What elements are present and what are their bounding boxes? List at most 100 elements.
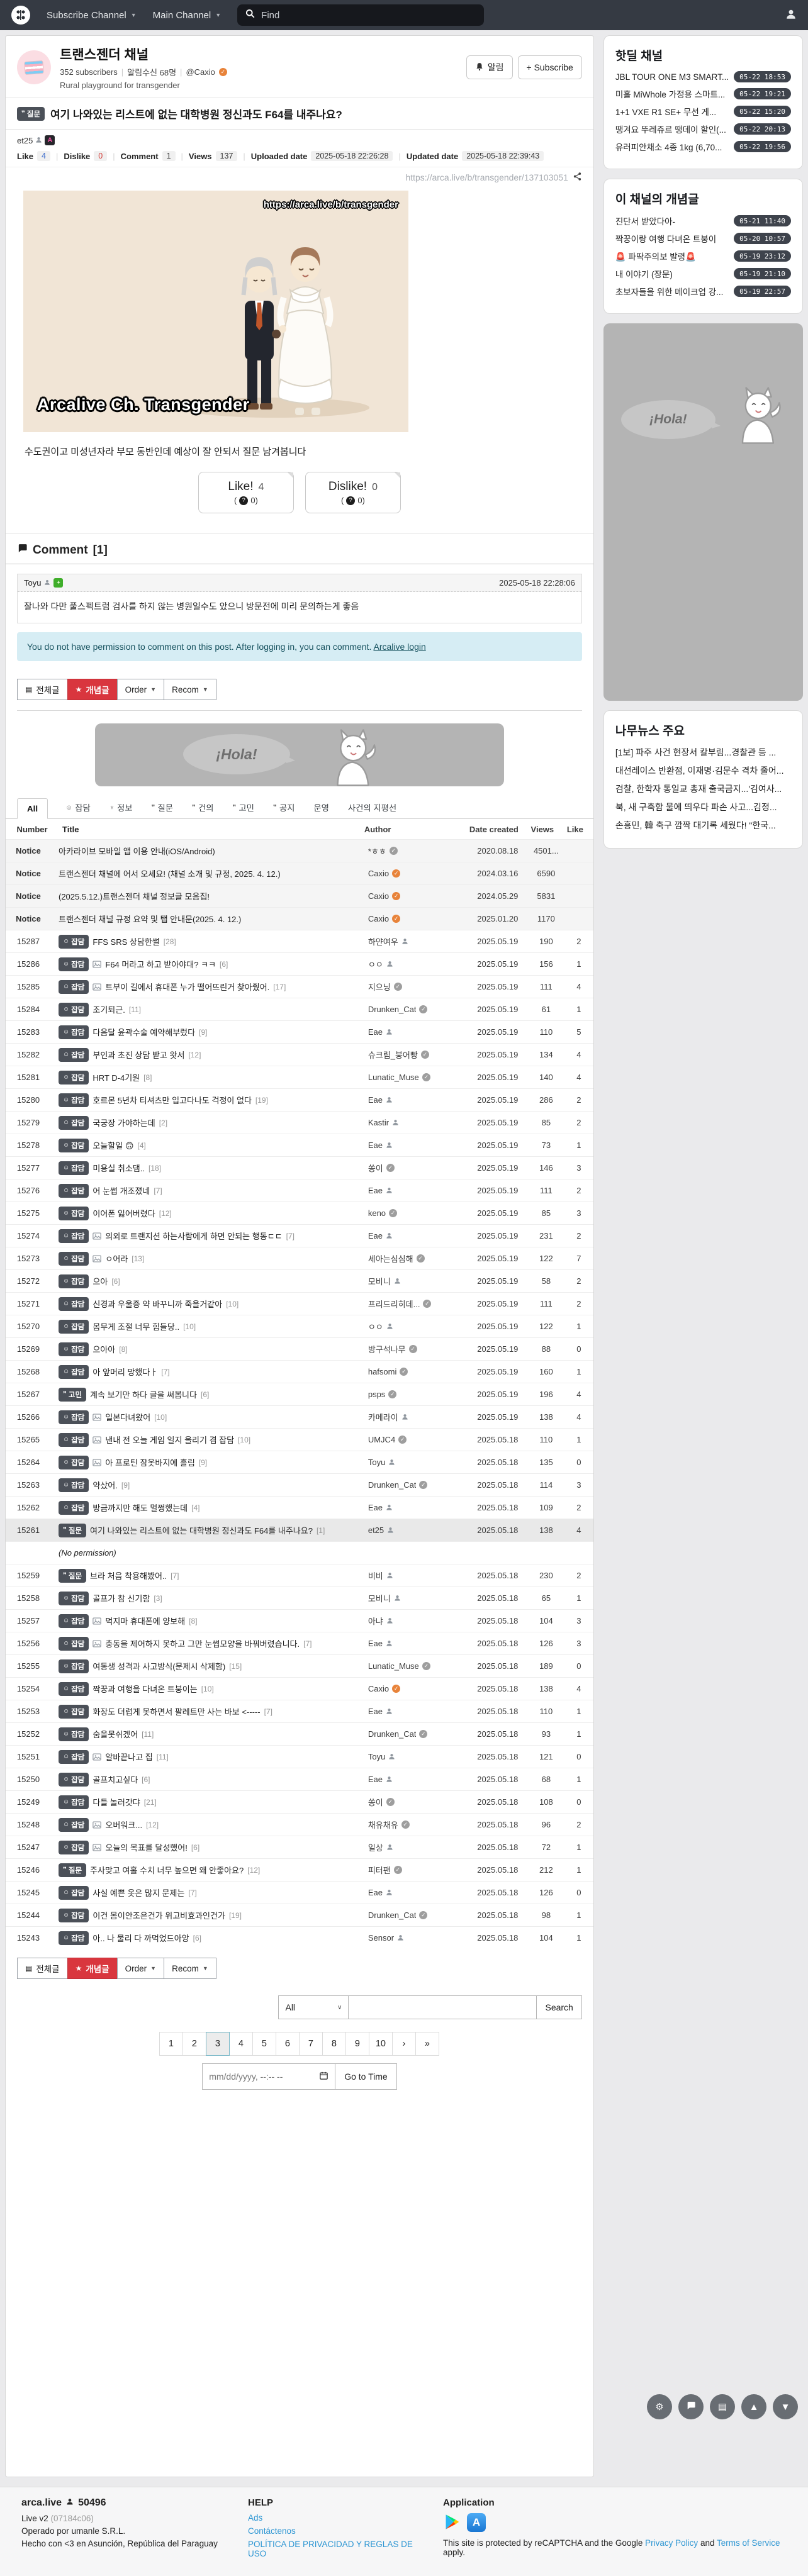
row-author[interactable]: keno ✓	[368, 1208, 468, 1218]
row-author[interactable]: 지으닝 ✓	[368, 981, 468, 993]
table-row[interactable]: 15262 ☺ 잡담 방금까지만 해도 멀쩡했는데 [4] Eae 2025.05.18 10…	[6, 1496, 593, 1519]
hotdeal-item[interactable]: 유러피안채소 4종 1kg (6,70... 05-22 19:56	[615, 140, 791, 153]
row-author[interactable]: Eae	[368, 1639, 468, 1648]
datetime-field[interactable]	[209, 2071, 310, 2082]
table-row[interactable]: 15261 ❞ 질문 여기 나와있는 리스트에 없는 대학병원 정신과도 F64를 내…	[6, 1519, 593, 1541]
search-input[interactable]	[261, 9, 476, 21]
post-author[interactable]: et25 A	[17, 135, 55, 145]
row-title[interactable]: ☺ 잡담 알바끝나고 집 [11]	[51, 1749, 368, 1764]
row-author[interactable]: Toyu	[368, 1458, 468, 1467]
best-post-item[interactable]: 내 이야기 (장문) 05-19 21:10	[615, 267, 791, 280]
row-title[interactable]: ☺ 잡담 아 앞머리 망했다ㅏ [7]	[51, 1364, 368, 1379]
row-author[interactable]: Drunken_Cat ✓	[368, 1480, 468, 1490]
tab-정보[interactable]: ♆ 정보	[108, 796, 134, 818]
row-author[interactable]: 하얀여우	[368, 935, 468, 947]
row-title[interactable]: ❞ 질문 브라 처음 착용해봤어.. [7]	[51, 1568, 368, 1583]
table-row[interactable]: 15281 ☺ 잡담 HRT D-4기원 [8] Lunatic_Muse ✓ 2025.05…	[6, 1066, 593, 1088]
row-title[interactable]: ☺ 잡담 FFS SRS 상담한썰 [28]	[51, 934, 368, 949]
row-title[interactable]: ☺ 잡담 낸내 전 오늘 게임 일지 올리기 겸 잡담 [10]	[51, 1432, 368, 1447]
row-title[interactable]: ☺ 잡담 호르몬 5년차 티셔츠만 입고다나도 걱정이 없다 [19]	[51, 1093, 368, 1107]
calendar-icon[interactable]	[319, 2071, 328, 2082]
row-author[interactable]: Eae	[368, 1707, 468, 1716]
row-author[interactable]: 카메라이	[368, 1411, 468, 1423]
all-posts-button[interactable]: ▤ 전체글	[17, 679, 68, 700]
table-row[interactable]: 15255 ☺ 잡담 여동생 성격과 사고방식(문제시 삭제함) [15] Lunatic…	[6, 1654, 593, 1677]
table-row[interactable]: 15285 ☺ 잡담 트부이 길에서 휴대폰 누가 떨어뜨린거 찾아줬어. [17] 지으…	[6, 975, 593, 998]
channel-title[interactable]: 트랜스젠더 채널	[60, 48, 149, 62]
row-title[interactable]: (2025.5.12.)트랜스젠더 채널 정보글 모음집!	[51, 890, 368, 902]
scroll-bottom-button[interactable]: ▼	[773, 2394, 798, 2419]
like-button[interactable]: Like! 4 (? 0)	[198, 472, 294, 513]
table-row[interactable]: 15280 ☺ 잡담 호르몬 5년차 티셔츠만 입고다나도 걱정이 없다 [19] Eae…	[6, 1088, 593, 1111]
row-title[interactable]: ☺ 잡담 약샀어. [9]	[51, 1478, 368, 1492]
row-author[interactable]: psps ✓	[368, 1390, 468, 1399]
row-title[interactable]: ☺ 잡담 화장도 더럽게 못하면서 팔레트만 사는 바보 <----- [7]	[51, 1704, 368, 1719]
goto-time-button[interactable]: Go to Time	[335, 2063, 397, 2090]
search-filter-select[interactable]: All ∨	[278, 1995, 349, 2019]
app-store-button[interactable]: A	[467, 2513, 486, 2532]
settings-button[interactable]: ⚙	[647, 2394, 672, 2419]
footer-link[interactable]: Ads	[248, 2513, 263, 2523]
row-title[interactable]: ☺ 잡담 몸무게 조절 너무 힘들당.. [10]	[51, 1319, 368, 1334]
page-6[interactable]: 6	[275, 2032, 300, 2056]
row-title[interactable]: ☺ 잡담 의외로 트랜지션 하는사람에게 하면 안되는 행동ㄷㄷ [7]	[51, 1229, 368, 1243]
row-author[interactable]: 쏭이 ✓	[368, 1796, 468, 1808]
post-url[interactable]: https://arca.live/b/transgender/13710305…	[405, 172, 568, 182]
row-author[interactable]: Eae	[368, 1503, 468, 1512]
row-author[interactable]: 피터팬 ✓	[368, 1864, 468, 1876]
row-author[interactable]: 아냐	[368, 1615, 468, 1627]
footer-link[interactable]: POLÍTICA DE PRIVACIDAD Y REGLAS DE USO	[248, 2540, 424, 2558]
best-post-item[interactable]: 초보자들을 위한 메이크업 강... 05-19 22:57	[615, 285, 791, 298]
tab-사건의 지평선[interactable]: 사건의 지평선	[347, 796, 398, 818]
row-author[interactable]: 모비니	[368, 1275, 468, 1287]
table-row[interactable]: 15274 ☺ 잡담 의외로 트랜지션 하는사람에게 하면 안되는 행동ㄷㄷ [7] Ea…	[6, 1224, 593, 1247]
table-row[interactable]: 15245 ☺ 잡담 사실 예쁜 옷은 많지 문제는 [7] Eae 2025.05.18 1…	[6, 1881, 593, 1904]
table-row[interactable]: 15257 ☺ 잡담 먹지마 휴대폰에 양보해 [8] 아냐 2025.05.18 104 3	[6, 1609, 593, 1632]
ad-banner[interactable]: ¡Hola!	[94, 723, 504, 786]
row-title[interactable]: ☺ 잡담 골프가 참 신기함 [3]	[51, 1591, 368, 1605]
row-author[interactable]: Caxio ✓	[368, 914, 468, 923]
row-title[interactable]: ☺ 잡담 일본다녀왔어 [10]	[51, 1410, 368, 1424]
best-posts-button[interactable]: ★ 개념글	[67, 1958, 118, 1979]
page-5[interactable]: 5	[252, 2032, 276, 2056]
comments-shortcut-button[interactable]	[678, 2394, 704, 2419]
row-author[interactable]: Drunken_Cat ✓	[368, 1729, 468, 1739]
row-author[interactable]: ㅇㅇ	[368, 958, 468, 970]
table-row[interactable]: (No permission)	[6, 1541, 593, 1564]
row-author[interactable]: hafsomi ✓	[368, 1367, 468, 1376]
page-10[interactable]: 10	[368, 2032, 393, 2056]
table-row[interactable]: 15269 ☺ 잡담 으아아 [8] 방구석나무 ✓ 2025.05.19 88 0	[6, 1337, 593, 1360]
row-title[interactable]: ☺ 잡담 부인과 초진 상담 받고 왓서 [12]	[51, 1047, 368, 1062]
page-last[interactable]: »	[415, 2032, 439, 2056]
row-title[interactable]: ☺ 잡담 국궁장 가야하는데 [2]	[51, 1115, 368, 1130]
row-title[interactable]: ☺ 잡담 으아아 [8]	[51, 1342, 368, 1356]
row-title[interactable]: ☺ 잡담 오늘의 목표를 달성했어! [6]	[51, 1840, 368, 1854]
table-row[interactable]: 15266 ☺ 잡담 일본다녀왔어 [10] 카메라이 2025.05.19 138 4	[6, 1405, 593, 1428]
row-title[interactable]: ☺ 잡담 트부이 길에서 휴대폰 누가 떨어뜨린거 찾아줬어. [17]	[51, 979, 368, 994]
tab-건의[interactable]: ❞ 건의	[191, 796, 215, 818]
table-row[interactable]: 15256 ☺ 잡담 충동을 제어하지 못하고 그만 눈썹모양을 바꿔버렸습니다. [7…	[6, 1632, 593, 1654]
table-row[interactable]: 15252 ☺ 잡담 숨을못쉬겠어 [11] Drunken_Cat ✓ 2025.05.18…	[6, 1722, 593, 1745]
table-row[interactable]: 15267 ❞ 고민 계속 보기만 하다 글을 써봅니다 [6] psps ✓ 2025.05…	[6, 1383, 593, 1405]
google-play-button[interactable]	[443, 2513, 462, 2532]
table-row[interactable]: 15258 ☺ 잡담 골프가 참 신기함 [3] 모비니 2025.05.18 65 1	[6, 1586, 593, 1609]
table-row[interactable]: 15282 ☺ 잡담 부인과 초진 상담 받고 왓서 [12] 슈크림_붕어빵 ✓ 2025.…	[6, 1043, 593, 1066]
post-image[interactable]: https://arca.live/b/transgender Arcalive…	[23, 191, 408, 432]
channel-owner[interactable]: @Caxio	[186, 67, 215, 77]
hotdeal-item[interactable]: 땡겨요 뚜레쥬르 땡데이 할인(... 05-22 20:13	[615, 123, 791, 135]
table-row[interactable]: 15286 ☺ 잡담 F64 머라고 하고 받아야대? ㅋㅋ [6] ㅇㅇ 2025.05.…	[6, 952, 593, 975]
arcalive-login-link[interactable]: Arcalive login	[373, 642, 426, 652]
row-title[interactable]: ☺ 잡담 방금까지만 해도 멀쩡했는데 [4]	[51, 1500, 368, 1515]
table-row[interactable]: 15268 ☺ 잡담 아 앞머리 망했다ㅏ [7] hafsomi ✓ 2025.05.19 1…	[6, 1360, 593, 1383]
table-row[interactable]: 15248 ☺ 잡담 오버워크... [12] 채유채유 ✓ 2025.05.18 96 2	[6, 1813, 593, 1836]
row-title[interactable]: ☺ 잡담 골프치고싶다 [6]	[51, 1772, 368, 1787]
arcalive-logo-icon[interactable]	[11, 6, 30, 25]
row-title[interactable]: ☺ 잡담 오늘할일 🙃 [4]	[51, 1138, 368, 1152]
tab-공지[interactable]: ❞ 공지	[272, 796, 296, 818]
page-8[interactable]: 8	[322, 2032, 346, 2056]
board-search-input[interactable]	[348, 1995, 537, 2019]
row-title[interactable]: ☺ 잡담 먹지마 휴대폰에 양보해 [8]	[51, 1614, 368, 1628]
table-row[interactable]: 15278 ☺ 잡담 오늘할일 🙃 [4] Eae 2025.05.19 73 1	[6, 1134, 593, 1156]
hotdeal-item[interactable]: JBL TOUR ONE M3 SMART... 05-22 18:53	[615, 71, 791, 82]
order-dropdown[interactable]: Order ▼	[116, 1958, 165, 1979]
